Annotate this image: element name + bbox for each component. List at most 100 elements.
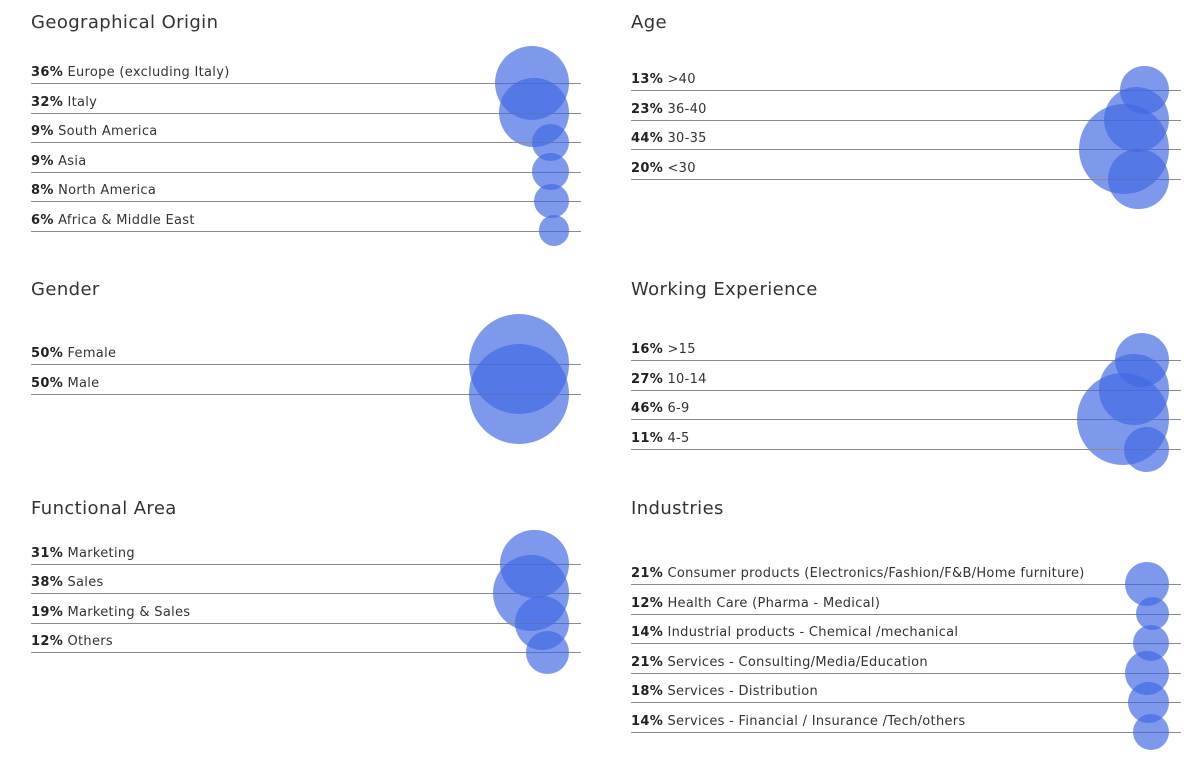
category-label: Africa & Middle East <box>58 212 195 228</box>
row-label: 16% >15 <box>631 343 696 356</box>
category-label: 10-14 <box>667 371 707 387</box>
category-label: Others <box>67 634 113 650</box>
percent-value: 23% <box>631 101 664 117</box>
percent-value: 6% <box>31 212 54 228</box>
row-label: 6% Africa & Middle East <box>31 214 195 227</box>
chart-title: Gender <box>31 279 100 300</box>
category-label: Industrial products - Chemical /mechanic… <box>667 625 959 641</box>
chart-title: Industries <box>631 498 724 519</box>
percent-value: 46% <box>631 401 664 417</box>
category-label: Male <box>67 376 100 391</box>
percent-value: 13% <box>631 72 664 87</box>
category-label: Marketing & Sales <box>67 604 191 620</box>
category-label: <30 <box>667 161 696 177</box>
row-label: 21% Services - Consulting/Media/Educatio… <box>631 656 928 669</box>
row-label: 36% Europe (excluding Italy) <box>31 66 230 79</box>
row-label: 44% 30-35 <box>631 132 707 145</box>
row-label: 31% Marketing <box>31 547 135 560</box>
chart-row: 20% <30 <box>631 162 1181 181</box>
percent-value: 14% <box>631 714 664 729</box>
chart-title: Geographical Origin <box>31 12 219 33</box>
row-label: 11% 4-5 <box>631 432 690 445</box>
chart-row: 21% Services - Consulting/Media/Educatio… <box>631 656 1181 674</box>
chart-row: 23% 36-40 <box>631 103 1181 121</box>
chart-row: 8% North America <box>31 184 581 202</box>
percent-value: 18% <box>631 684 664 700</box>
category-label: >40 <box>667 72 696 87</box>
chart-row: 9% Asia <box>31 155 581 173</box>
row-label: 19% Marketing & Sales <box>31 606 190 619</box>
category-label: Italy <box>67 94 98 110</box>
chart-row: 11% 4-5 <box>631 432 1181 451</box>
row-label: 14% Industrial products - Chemical /mech… <box>631 626 958 639</box>
percent-value: 11% <box>631 431 664 447</box>
percent-value: 38% <box>31 575 64 591</box>
row-label: 12% Health Care (Pharma - Medical) <box>631 597 880 610</box>
chart-row: 12% Health Care (Pharma - Medical) <box>631 597 1181 615</box>
chart-row: 32% Italy <box>31 96 581 114</box>
category-label: Sales <box>67 575 104 591</box>
percent-value: 9% <box>31 153 54 169</box>
chart-row: 9% South America <box>31 125 581 143</box>
chart-row: 46% 6-9 <box>631 402 1181 421</box>
chart-row: 27% 10-14 <box>631 373 1181 391</box>
chart-title: Functional Area <box>31 498 177 519</box>
chart-row: 21% Consumer products (Electronics/Fashi… <box>631 567 1181 585</box>
chart-title: Age <box>631 12 668 33</box>
category-label: Health Care (Pharma - Medical) <box>667 595 881 611</box>
row-label: 38% Sales <box>31 576 104 589</box>
row-label: 18% Services - Distribution <box>631 685 818 698</box>
category-label: Consumer products (Electronics/Fashion/F… <box>667 566 1085 581</box>
percent-value: 36% <box>31 65 64 80</box>
chart-row: 19% Marketing & Sales <box>31 606 581 624</box>
row-label: 9% Asia <box>31 155 87 168</box>
percent-value: 21% <box>631 566 664 581</box>
row-label: 23% 36-40 <box>631 103 707 116</box>
category-label: 36-40 <box>667 101 707 117</box>
category-label: North America <box>58 183 157 198</box>
chart-row: 16% >15 <box>631 343 1181 361</box>
row-label: 8% North America <box>31 184 156 197</box>
chart-row: 6% Africa & Middle East <box>31 214 581 232</box>
row-label: 50% Female <box>31 347 116 360</box>
row-label: 21% Consumer products (Electronics/Fashi… <box>631 567 1085 580</box>
percent-value: 14% <box>631 625 664 641</box>
chart-row: 12% Others <box>31 635 581 654</box>
row-label: 13% >40 <box>631 73 696 86</box>
row-label: 27% 10-14 <box>631 373 707 386</box>
category-label: >15 <box>667 342 696 357</box>
category-label: Services - Financial / Insurance /Tech/o… <box>667 714 966 729</box>
chart-row: 14% Services - Financial / Insurance /Te… <box>631 715 1181 733</box>
chart-title: Working Experience <box>631 279 818 300</box>
chart-row: 36% Europe (excluding Italy) <box>31 66 581 84</box>
percent-value: 50% <box>31 346 64 361</box>
percent-value: 32% <box>31 94 64 110</box>
chart-row: 13% >40 <box>631 73 1181 91</box>
row-label: 50% Male <box>31 377 99 390</box>
row-label: 20% <30 <box>631 162 696 175</box>
row-label: 12% Others <box>31 635 113 648</box>
chart-row: 18% Services - Distribution <box>631 685 1181 704</box>
category-label: Asia <box>58 153 87 169</box>
chart-row: 50% Female <box>31 347 581 365</box>
category-label: Marketing <box>67 546 135 561</box>
chart-row: 50% Male <box>31 377 581 395</box>
row-label: 9% South America <box>31 125 158 138</box>
percent-value: 21% <box>631 654 664 670</box>
category-label: 4-5 <box>667 431 690 447</box>
percent-value: 27% <box>631 371 664 387</box>
row-label: 32% Italy <box>31 96 97 109</box>
percent-value: 50% <box>31 376 64 391</box>
percent-value: 16% <box>631 342 664 357</box>
category-label: Services - Distribution <box>667 684 818 700</box>
category-label: 6-9 <box>667 401 690 417</box>
chart-row: 38% Sales <box>31 576 581 595</box>
percent-value: 12% <box>31 634 64 650</box>
chart-row: 31% Marketing <box>31 547 581 565</box>
chart-row: 14% Industrial products - Chemical /mech… <box>631 626 1181 645</box>
percent-value: 19% <box>31 604 64 620</box>
category-label: South America <box>58 124 158 139</box>
category-label: 30-35 <box>667 131 707 147</box>
percent-value: 31% <box>31 546 64 561</box>
category-label: Europe (excluding Italy) <box>67 65 230 80</box>
